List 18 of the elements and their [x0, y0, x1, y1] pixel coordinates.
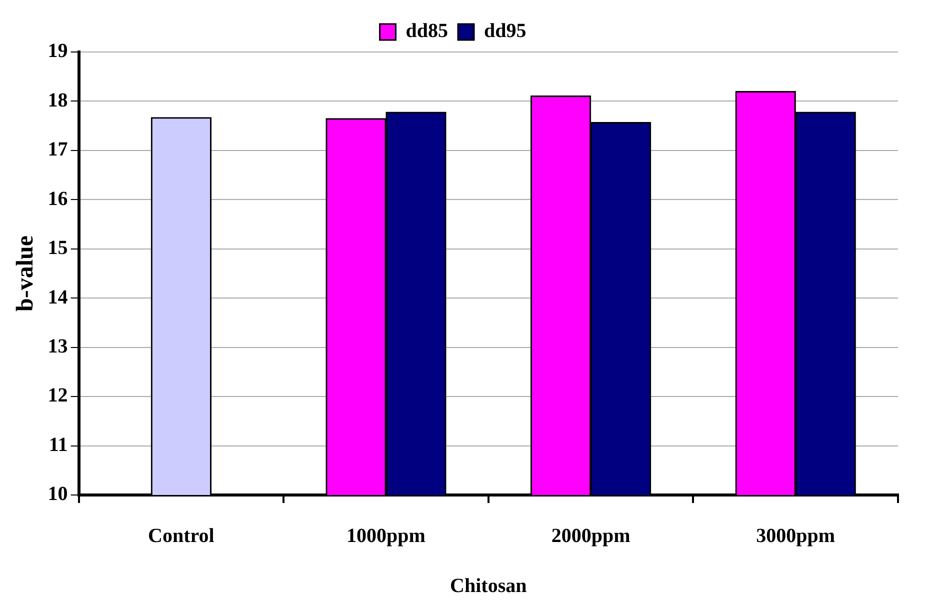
y-tick-label: 18: [48, 89, 68, 112]
x-tick-label: 3000ppm: [756, 525, 836, 548]
x-tick-label: 2000ppm: [551, 525, 631, 548]
y-axis-title: b-value: [12, 235, 39, 312]
y-tick-label: 16: [48, 188, 68, 210]
x-tick-label: 1000ppm: [346, 525, 426, 548]
y-tick-label: 19: [48, 40, 68, 62]
y-tick-label: 15: [48, 237, 68, 260]
y-tick-label: 13: [48, 336, 68, 358]
y-tick-label: 12: [48, 384, 68, 407]
x-tick-label: Control: [148, 525, 215, 548]
legend-label: dd95: [484, 20, 526, 42]
x-axis-title: Chitosan: [450, 575, 527, 598]
y-tick-label: 10: [48, 483, 68, 506]
y-tick-label: 14: [48, 286, 68, 308]
y-tick-label: 11: [48, 434, 68, 456]
y-tick-label: 17: [48, 138, 68, 161]
legend-label: dd85: [406, 20, 448, 42]
